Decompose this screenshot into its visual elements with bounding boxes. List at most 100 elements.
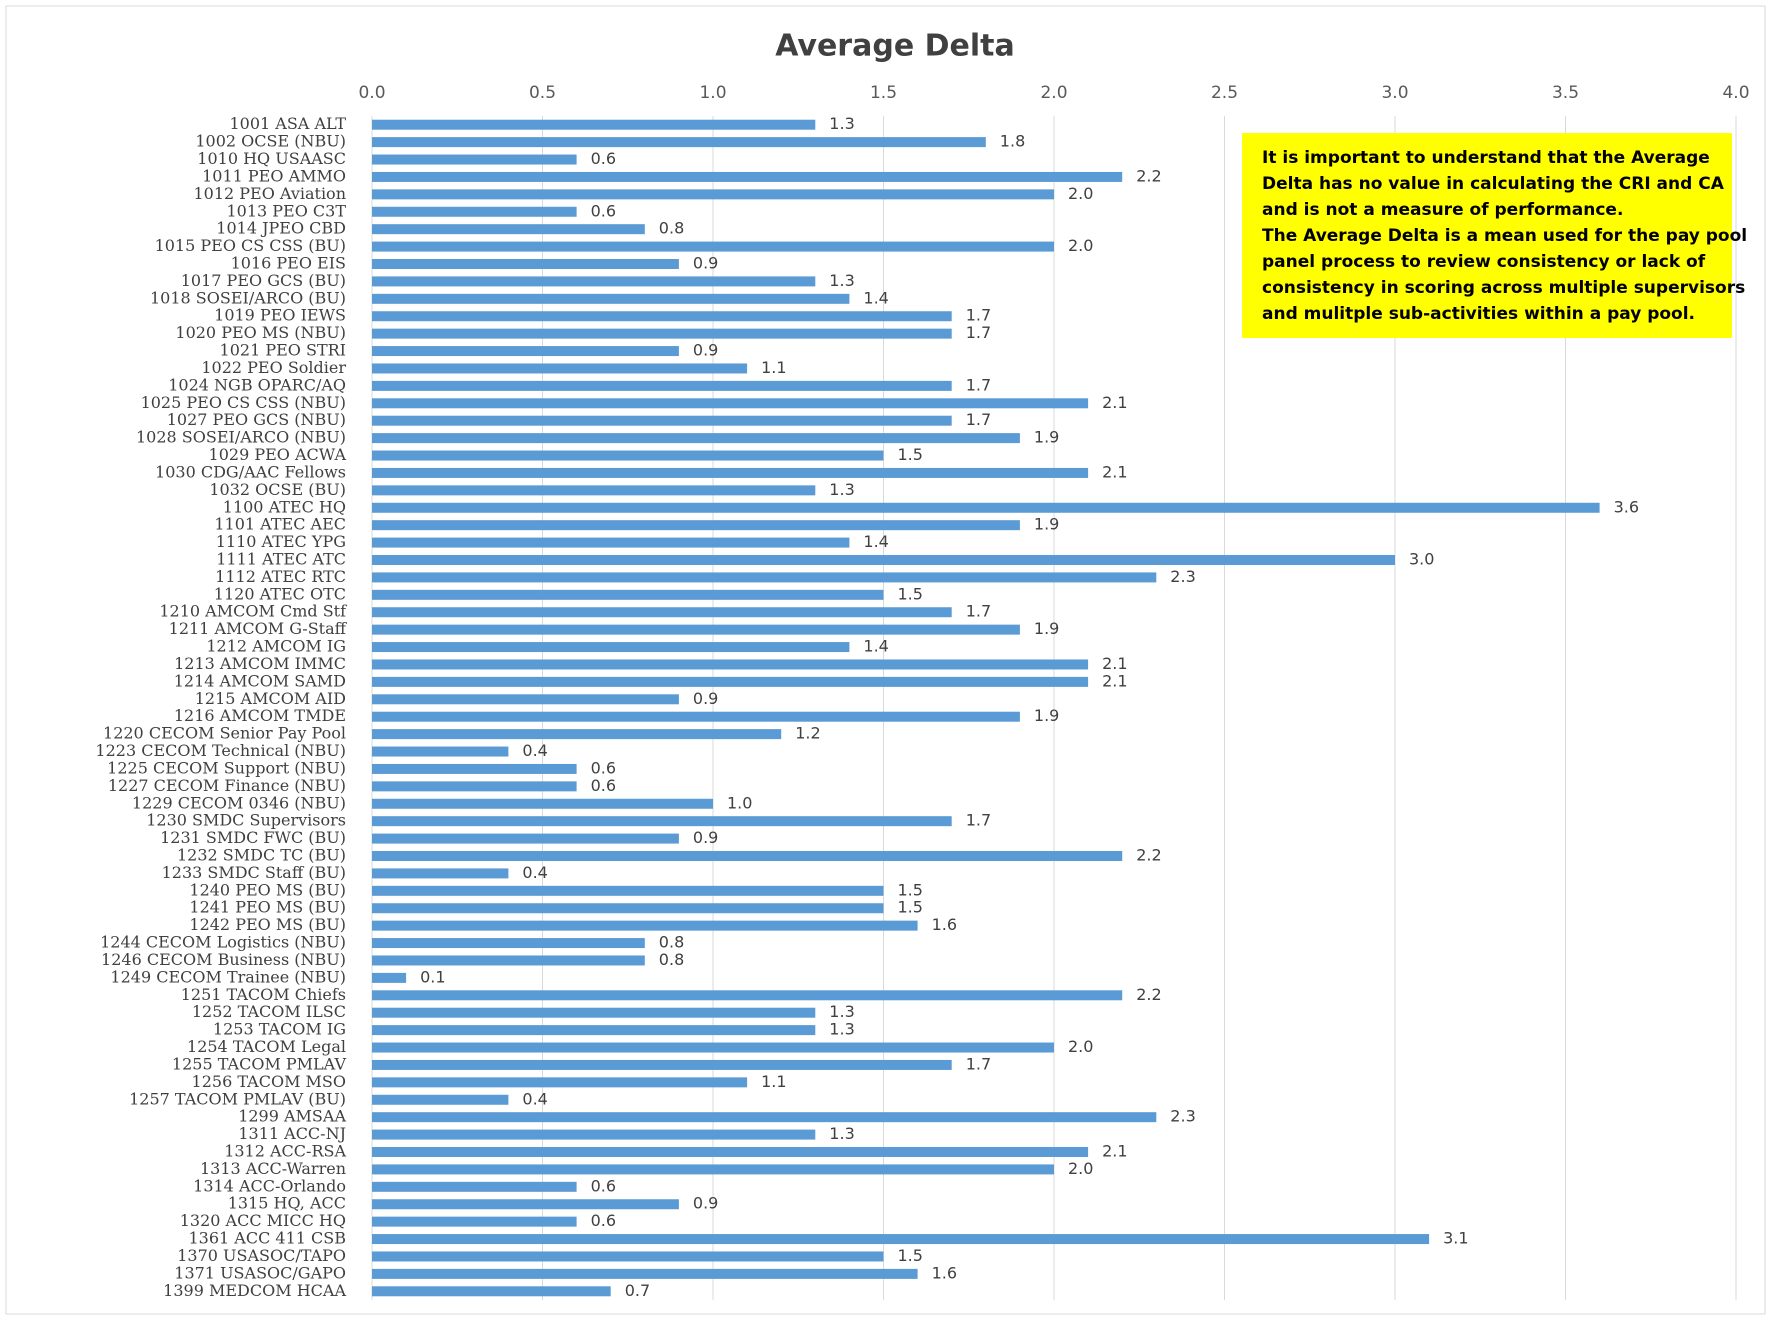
- data-label: 0.6: [591, 149, 616, 168]
- bar: [372, 1164, 1054, 1175]
- y-tick-label: 1025 PEO CS CSS (NBU): [141, 393, 346, 412]
- bar: [372, 380, 952, 391]
- y-tick-label: 1215 AMCOM AID: [195, 689, 346, 708]
- data-label: 2.2: [1136, 985, 1161, 1004]
- y-tick-label: 1028 SOSEI/ARCO (NBU): [136, 428, 346, 447]
- bar: [372, 119, 816, 130]
- y-tick-label: 1254 TACOM Legal: [187, 1037, 346, 1056]
- y-tick-label: 1027 PEO GCS (NBU): [167, 410, 346, 429]
- bar: [372, 537, 850, 548]
- bar: [372, 798, 713, 809]
- annotation-line: and is not a measure of performance.: [1262, 200, 1623, 220]
- bar: [372, 1268, 918, 1279]
- y-tick-label: 1255 TACOM PMLAV: [172, 1054, 347, 1073]
- annotation-line: and mulitple sub-activities within a pay…: [1262, 304, 1695, 324]
- bar: [372, 259, 679, 269]
- data-label: 1.3: [829, 480, 854, 499]
- y-tick-label: 1361 ACC 411 CSB: [188, 1229, 346, 1248]
- data-label: 1.7: [966, 323, 991, 342]
- x-tick-label: 1.5: [870, 83, 897, 103]
- bar: [372, 955, 645, 966]
- data-label: 1.0: [727, 793, 752, 812]
- data-label: 2.1: [1102, 654, 1127, 673]
- y-tick-label: 1016 PEO EIS: [231, 254, 346, 273]
- bar: [372, 555, 1395, 565]
- y-tick-label: 1111 ATEC ATC: [216, 550, 346, 569]
- y-tick-label: 1253 TACOM IG: [213, 1020, 346, 1039]
- bar: [372, 694, 679, 705]
- y-tick-label: 1371 USASOC/GAPO: [174, 1263, 346, 1282]
- annotation-box: [1242, 133, 1732, 338]
- bar: [372, 1234, 1430, 1245]
- y-tick-label: 1014 JPEO CBD: [216, 219, 346, 238]
- y-tick-label: 1249 CECOM Trainee (NBU): [110, 967, 346, 986]
- bar: [372, 1112, 1157, 1123]
- data-label: 0.6: [591, 1176, 616, 1195]
- bar: [372, 1216, 577, 1227]
- data-label: 1.3: [829, 271, 854, 290]
- data-label: 1.9: [1034, 619, 1059, 638]
- bar: [372, 328, 952, 339]
- y-tick-label: 1370 USASOC/TAPO: [177, 1246, 346, 1265]
- bar: [372, 851, 1123, 861]
- data-label: 1.1: [761, 358, 786, 377]
- y-tick-label: 1233 SMDC Staff (BU): [162, 863, 346, 882]
- annotation-line: Delta has no value in calculating the CR…: [1262, 174, 1725, 194]
- bar: [372, 346, 679, 357]
- bar: [372, 1181, 577, 1192]
- data-label: 2.0: [1068, 184, 1093, 203]
- y-tick-label: 1242 PEO MS (BU): [189, 915, 346, 934]
- data-label: 1.5: [898, 880, 923, 899]
- data-label: 1.2: [795, 724, 820, 743]
- x-tick-label: 3.5: [1552, 83, 1579, 103]
- data-label: 1.4: [863, 637, 888, 656]
- y-tick-label: 1231 SMDC FWC (BU): [160, 828, 346, 847]
- data-label: 0.9: [693, 828, 718, 847]
- y-tick-label: 1110 ATEC YPG: [216, 532, 346, 551]
- y-tick-label: 1314 ACC-Orlando: [193, 1176, 346, 1195]
- y-tick-label: 1213 AMCOM IMMC: [174, 654, 346, 673]
- bar: [372, 241, 1054, 252]
- bar: [372, 711, 1020, 722]
- data-label: 1.3: [829, 1020, 854, 1039]
- y-tick-label: 1017 PEO GCS (BU): [181, 271, 346, 290]
- bar: [372, 1251, 884, 1262]
- bar: [372, 433, 1020, 444]
- y-tick-label: 1120 ATEC OTC: [214, 584, 346, 603]
- bar: [372, 1025, 816, 1036]
- bar: [372, 520, 1020, 531]
- bar: [372, 1059, 952, 1070]
- data-label: 2.1: [1102, 671, 1127, 690]
- bar: [372, 972, 407, 983]
- data-label: 1.7: [966, 306, 991, 325]
- bar: [372, 1286, 611, 1297]
- y-tick-label: 1022 PEO Soldier: [201, 358, 346, 377]
- bar: [372, 1147, 1089, 1157]
- y-tick-label: 1220 CECOM Senior Pay Pool: [103, 724, 346, 743]
- bar: [372, 1129, 816, 1140]
- bar: [372, 990, 1123, 1001]
- bar: [372, 746, 509, 757]
- x-tick-label: 3.0: [1381, 83, 1408, 103]
- data-label: 0.8: [659, 219, 684, 238]
- data-label: 1.5: [898, 445, 923, 464]
- y-tick-label: 1399 MEDCOM HCAA: [163, 1281, 346, 1300]
- data-label: 3.6: [1614, 497, 1639, 516]
- data-label: 1.1: [761, 1072, 786, 1091]
- data-label: 0.4: [522, 1089, 547, 1108]
- y-tick-label: 1002 OCSE (NBU): [195, 132, 346, 151]
- y-tick-label: 1227 CECOM Finance (NBU): [108, 776, 346, 795]
- y-tick-label: 1018 SOSEI/ARCO (BU): [150, 288, 346, 307]
- data-label: 1.8: [1000, 132, 1025, 151]
- bar: [372, 659, 1089, 670]
- data-label: 0.4: [522, 863, 547, 882]
- annotation-line: panel process to review consistency or l…: [1262, 252, 1706, 272]
- data-label: 2.1: [1102, 1142, 1127, 1161]
- bar: [372, 572, 1157, 583]
- annotation-line: consistency in scoring across multiple s…: [1262, 278, 1745, 298]
- data-label: 3.0: [1409, 550, 1434, 569]
- bar: [372, 1042, 1054, 1053]
- y-tick-label: 1240 PEO MS (BU): [189, 880, 346, 899]
- data-label: 0.6: [591, 758, 616, 777]
